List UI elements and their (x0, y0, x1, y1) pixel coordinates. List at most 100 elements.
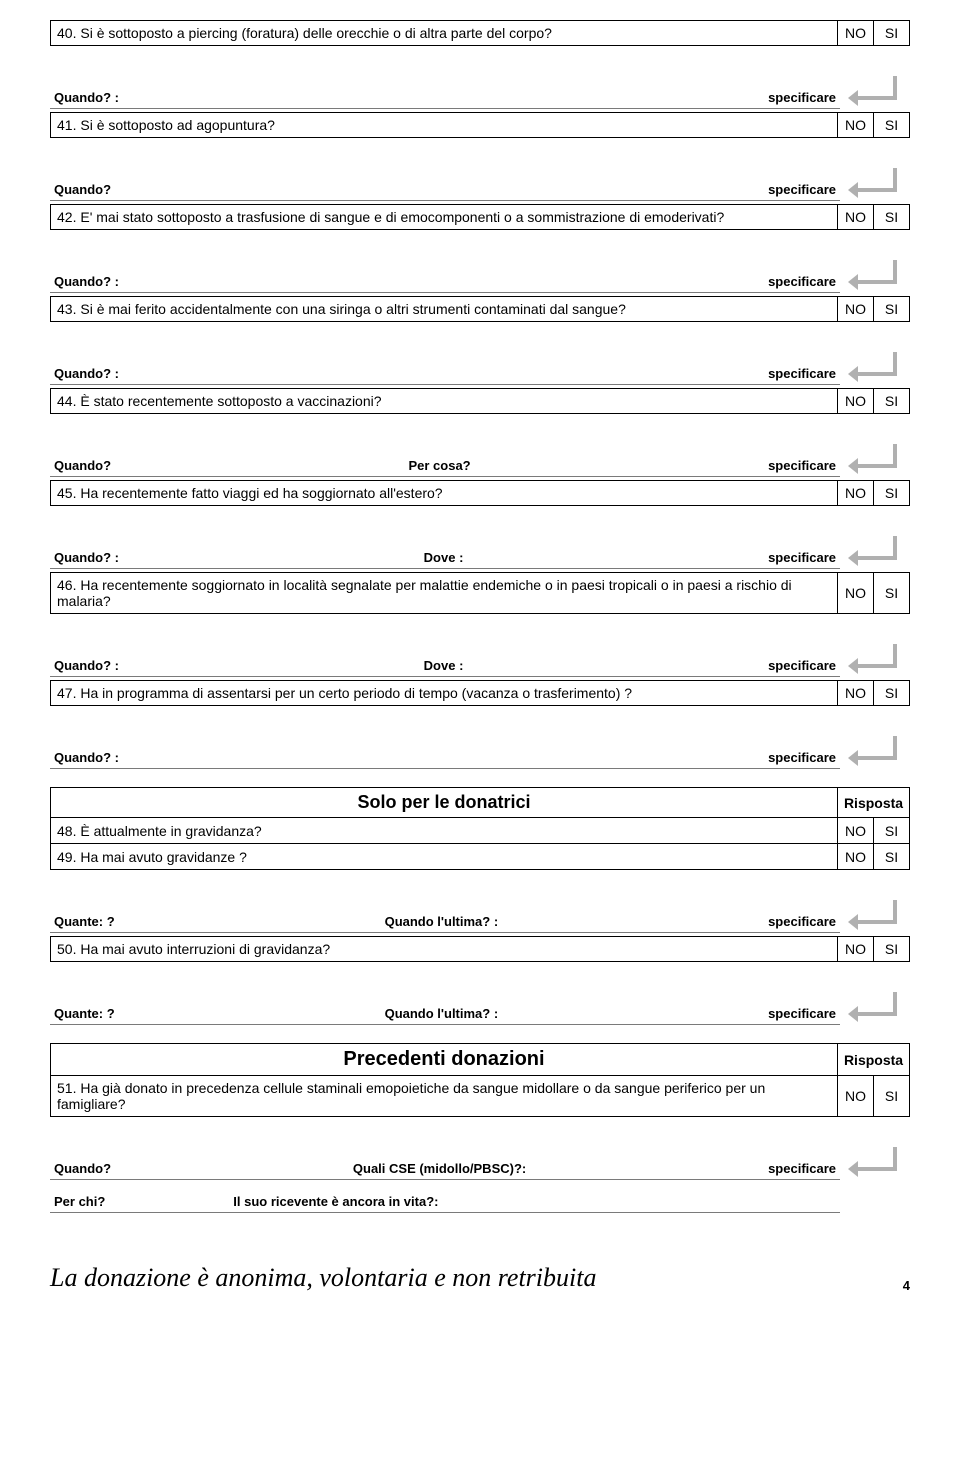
question-text: 40. Si è sottoposto a piercing (foratura… (51, 21, 837, 45)
spec-label-specificare: specificare (764, 182, 840, 201)
spec-label-dove: Dove : (420, 550, 468, 569)
spec-label-quando: Quando? : (50, 750, 123, 769)
answer-no[interactable]: NO (837, 681, 873, 705)
section-header-donatrici: Solo per le donatrici Risposta (50, 787, 910, 818)
answer-no[interactable]: NO (837, 1076, 873, 1116)
spec-row-51b: Per chi? Il suo ricevente è ancora in vi… (50, 1194, 910, 1213)
answer-si[interactable]: SI (873, 205, 909, 229)
spec-line[interactable] (502, 932, 764, 933)
answer-no[interactable]: NO (837, 297, 873, 321)
answer-no[interactable]: NO (837, 113, 873, 137)
spec-line[interactable] (123, 568, 420, 569)
spec-label-quando: Quando? (50, 182, 115, 201)
arrow-icon (848, 444, 898, 479)
spec-row-42: Quando? : specificare (50, 260, 910, 293)
spec-line[interactable] (467, 568, 764, 569)
question-text: 47. Ha in programma di assentarsi per un… (51, 681, 837, 705)
question-row-45: 45. Ha recentemente fatto viaggi ed ha s… (50, 480, 910, 506)
spec-line[interactable] (119, 932, 381, 933)
spec-label-quando: Quando? : (50, 550, 123, 569)
spec-line[interactable] (115, 476, 404, 477)
page-footer: La donazione è anonima, volontaria e non… (50, 1263, 910, 1293)
spec-label-ultima: Quando l'ultima? : (381, 914, 503, 933)
spec-line[interactable] (115, 1179, 349, 1180)
question-row-42: 42. E' mai stato sottoposto a trasfusion… (50, 204, 910, 230)
spec-row-44: Quando? Per cosa? specificare (50, 444, 910, 477)
spec-label-specificare: specificare (764, 914, 840, 933)
spec-label-specificare: specificare (764, 1006, 840, 1025)
answer-no[interactable]: NO (837, 937, 873, 961)
spec-label-specificare: specificare (764, 750, 840, 769)
page-number: 4 (903, 1278, 910, 1293)
answer-no[interactable]: NO (837, 21, 873, 45)
question-text: 48. È attualmente in gravidanza? (51, 818, 837, 843)
arrow-icon (848, 736, 898, 771)
spec-line[interactable] (109, 1212, 229, 1213)
answer-si[interactable]: SI (873, 818, 909, 843)
answer-no[interactable]: NO (837, 818, 873, 843)
spec-line[interactable] (475, 476, 764, 477)
answer-si[interactable]: SI (873, 297, 909, 321)
spec-line[interactable] (123, 292, 764, 293)
spec-row-47: Quando? : specificare (50, 736, 910, 769)
answer-si[interactable]: SI (873, 681, 909, 705)
spec-line[interactable] (123, 384, 764, 385)
spec-line[interactable] (119, 1024, 381, 1025)
question-row-41: 41. Si è sottoposto ad agopuntura? NO SI (50, 112, 910, 138)
spec-label-specificare: specificare (764, 366, 840, 385)
spec-label-quando: Quando? (50, 458, 115, 477)
spec-row-41: Quando? specificare (50, 168, 910, 201)
question-text: 46. Ha recentemente soggiornato in local… (51, 573, 837, 613)
answer-no[interactable]: NO (837, 844, 873, 869)
spec-label-specificare: specificare (764, 274, 840, 293)
spec-row-43: Quando? : specificare (50, 352, 910, 385)
question-text: 44. È stato recentemente sottoposto a va… (51, 389, 837, 413)
spec-label-specificare: specificare (764, 458, 840, 477)
answer-si[interactable]: SI (873, 21, 909, 45)
answer-si[interactable]: SI (873, 1076, 909, 1116)
answer-si[interactable]: SI (873, 573, 909, 613)
answer-si[interactable]: SI (873, 844, 909, 869)
question-row-50: 50. Ha mai avuto interruzioni di gravida… (50, 936, 910, 962)
spec-line[interactable] (123, 676, 420, 677)
spec-line[interactable] (123, 108, 764, 109)
answer-si[interactable]: SI (873, 937, 909, 961)
question-row-49: 49. Ha mai avuto gravidanze ? NO SI (50, 844, 910, 870)
spec-line[interactable] (123, 768, 764, 769)
answer-no[interactable]: NO (837, 481, 873, 505)
answer-si[interactable]: SI (873, 389, 909, 413)
spec-label-quando: Quando? : (50, 366, 123, 385)
spec-label-specificare: specificare (764, 550, 840, 569)
section-risposta: Risposta (837, 788, 909, 817)
spec-line[interactable] (502, 1024, 764, 1025)
question-row-44: 44. È stato recentemente sottoposto a va… (50, 388, 910, 414)
section-header-precedenti: Precedenti donazioni Risposta (50, 1043, 910, 1076)
spec-row-45: Quando? : Dove : specificare (50, 536, 910, 569)
answer-no[interactable]: NO (837, 205, 873, 229)
spec-row-51a: Quando? Quali CSE (midollo/PBSC)?: speci… (50, 1147, 910, 1180)
arrow-icon (848, 992, 898, 1027)
answer-si[interactable]: SI (873, 481, 909, 505)
arrow-icon (848, 1147, 898, 1182)
spec-label-quando: Quando? : (50, 90, 123, 109)
spec-line[interactable] (115, 200, 764, 201)
arrow-icon (848, 168, 898, 203)
spec-line[interactable] (467, 676, 764, 677)
spec-label-dove: Dove : (420, 658, 468, 677)
question-text: 51. Ha già donato in precedenza cellule … (51, 1076, 837, 1116)
spec-line[interactable] (442, 1212, 840, 1213)
question-text: 50. Ha mai avuto interruzioni di gravida… (51, 937, 837, 961)
arrow-icon (848, 900, 898, 935)
section-risposta: Risposta (837, 1044, 909, 1075)
footer-text: La donazione è anonima, volontaria e non… (50, 1263, 596, 1293)
question-row-43: 43. Si è mai ferito accidentalmente con … (50, 296, 910, 322)
spec-label-percosa: Per cosa? (404, 458, 474, 477)
answer-no[interactable]: NO (837, 573, 873, 613)
answer-no[interactable]: NO (837, 389, 873, 413)
question-row-48: 48. È attualmente in gravidanza? NO SI (50, 818, 910, 844)
spec-line[interactable] (530, 1179, 764, 1180)
answer-si[interactable]: SI (873, 113, 909, 137)
spec-label-perchi: Per chi? (50, 1194, 109, 1213)
arrow-icon (848, 644, 898, 679)
spec-row-49: Quante: ? Quando l'ultima? : specificare (50, 900, 910, 933)
